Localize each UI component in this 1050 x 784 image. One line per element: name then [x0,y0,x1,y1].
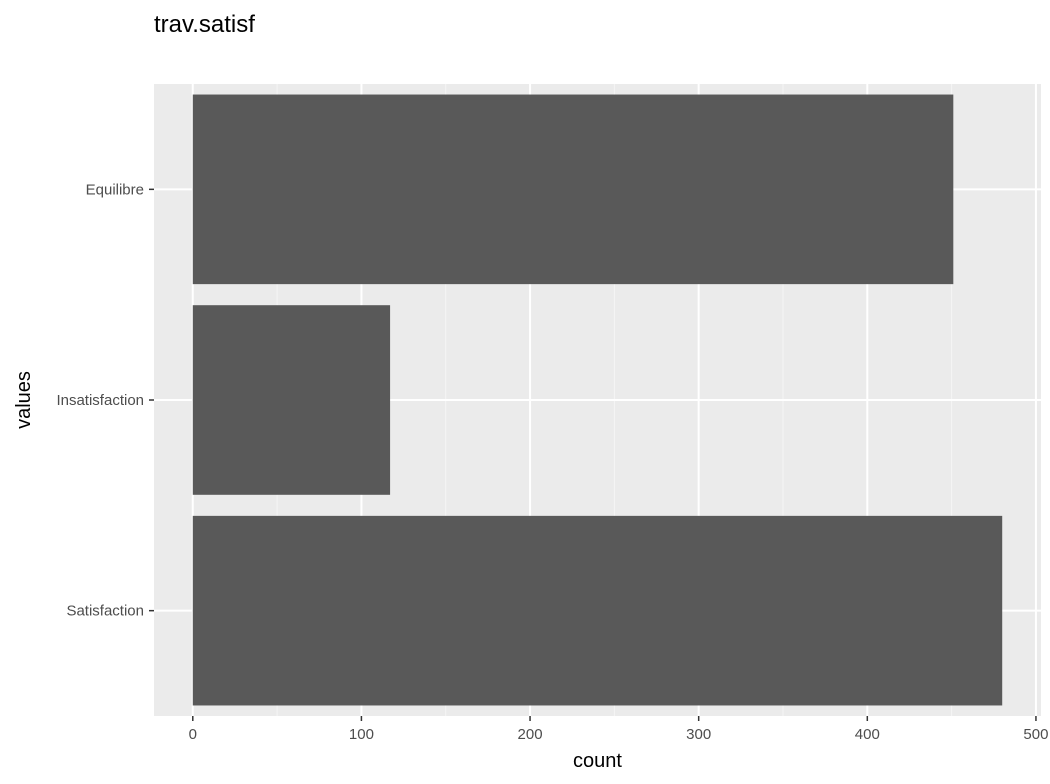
bars [192,94,1003,706]
x-axis-title: count [573,750,622,772]
x-tick-label: 200 [518,726,543,743]
x-tick-label: 300 [686,726,711,743]
y-tick-label: Equilibre [86,181,144,198]
y-axis: Equilibre Insatisfaction Satisfaction [56,181,154,620]
y-tick-label: Satisfaction [66,603,144,620]
bar-equilibre [192,94,954,285]
x-axis: 0 100 200 300 400 500 [189,716,1048,743]
x-tick-label: 0 [189,726,197,743]
x-tick-label: 500 [1023,726,1048,743]
x-tick-label: 400 [855,726,880,743]
y-axis-title: values [13,371,35,429]
x-tick-label: 100 [349,726,374,743]
bar-satisfaction [192,515,1003,706]
bar-insatisfaction [192,305,391,495]
chart-title: trav.satisf [154,11,255,38]
y-tick-label: Insatisfaction [56,392,144,409]
